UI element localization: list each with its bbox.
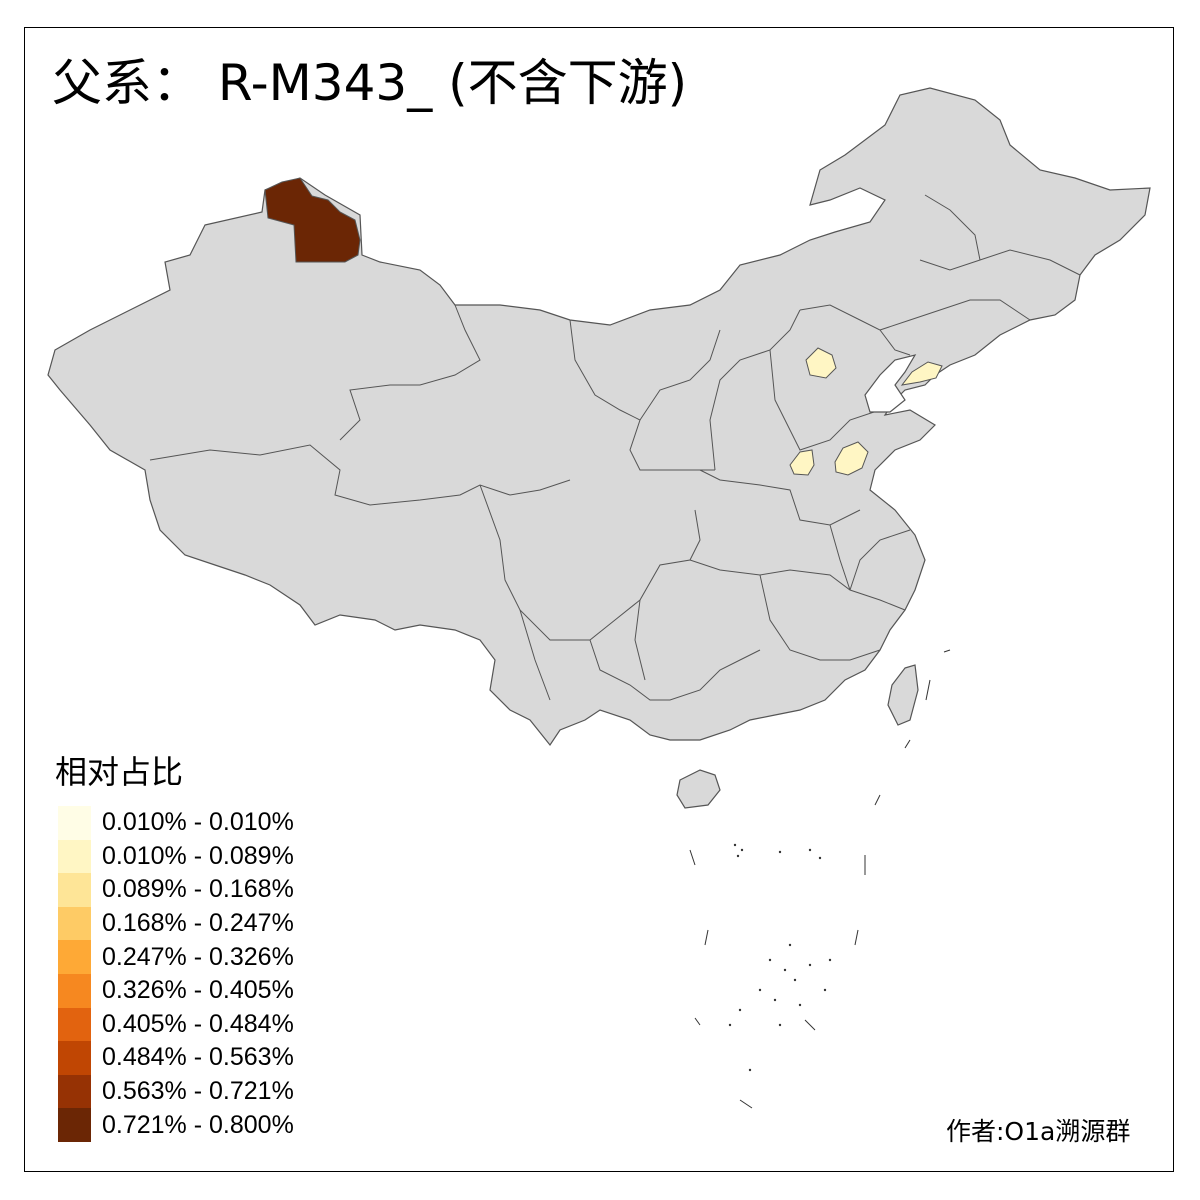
legend-swatch (58, 873, 91, 907)
legend-item: 0.010% - 0.089% (58, 839, 294, 874)
region-highlight-beijing (805, 347, 837, 379)
legend-swatch (58, 806, 91, 840)
legend-swatch (58, 1074, 91, 1109)
legend-item: 0.484% - 0.563% (58, 1041, 294, 1075)
legend-label: 0.247% - 0.326% (102, 942, 294, 971)
legend-swatch (58, 1007, 91, 1042)
province-boundaries (149, 194, 1081, 701)
legend-label: 0.721% - 0.800% (102, 1110, 294, 1139)
legend-label: 0.484% - 0.563% (102, 1043, 294, 1072)
legend-item: 0.405% - 0.484% (58, 1007, 294, 1042)
legend-label: 0.168% - 0.247% (102, 909, 294, 938)
legend-swatch (58, 940, 91, 974)
legend-label: 0.010% - 0.089% (102, 841, 294, 870)
taiwan-island (887, 664, 919, 726)
island-dots (728, 843, 832, 1072)
legend-item: 0.326% - 0.405% (58, 973, 294, 1008)
legend-item: 0.563% - 0.721% (58, 1074, 294, 1109)
region-highlight-dalian (900, 361, 943, 386)
legend-swatch (58, 1108, 91, 1142)
legend-title: 相对占比 (55, 753, 184, 791)
map-title: 父系： R-M343_ (不含下游) (52, 54, 688, 112)
legend: 0.010% - 0.010% 0.010% - 0.089% 0.089% -… (58, 806, 294, 1142)
legend-swatch (58, 973, 91, 1008)
south-sea-islands (689, 649, 951, 1109)
legend-item: 0.168% - 0.247% (58, 906, 294, 941)
china-landmass (47, 87, 1151, 747)
region-highlight-northwest (264, 177, 361, 263)
legend-label: 0.405% - 0.484% (102, 1009, 294, 1038)
legend-label: 0.010% - 0.010% (102, 808, 294, 837)
legend-item: 0.247% - 0.326% (58, 940, 294, 974)
legend-label: 0.326% - 0.405% (102, 976, 294, 1005)
legend-item: 0.089% - 0.168% (58, 873, 294, 907)
legend-label: 0.089% - 0.168% (102, 875, 294, 904)
legend-swatch (58, 1041, 91, 1075)
hainan-island (676, 769, 721, 809)
region-highlight-shandong-west (789, 449, 815, 476)
legend-label: 0.563% - 0.721% (102, 1077, 294, 1106)
legend-swatch (58, 906, 91, 941)
region-highlight-shandong-central (834, 441, 869, 476)
author-credit: 作者:O1a溯源群 (946, 1117, 1131, 1146)
map-frame (24, 27, 1174, 1172)
legend-item: 0.721% - 0.800% (58, 1108, 294, 1142)
legend-item: 0.010% - 0.010% (58, 806, 294, 840)
bohai-sea (864, 354, 917, 413)
legend-swatch (58, 839, 91, 874)
